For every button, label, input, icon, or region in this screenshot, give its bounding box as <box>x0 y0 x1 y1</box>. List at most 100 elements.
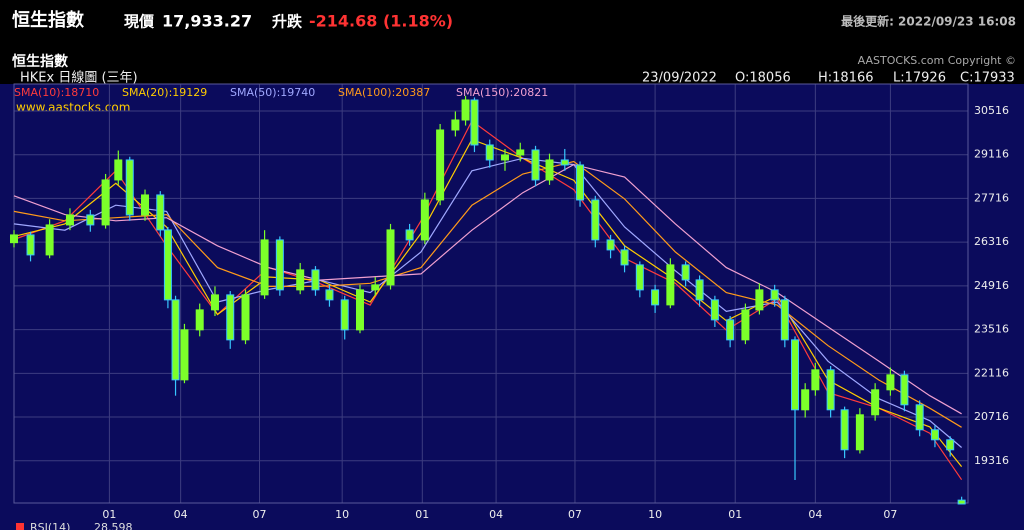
candle-body <box>915 404 924 431</box>
candle-body <box>840 409 849 451</box>
candle-body <box>500 154 509 161</box>
y-tick-label: 27716 <box>974 191 1009 204</box>
y-tick-label: 19316 <box>974 454 1009 467</box>
candle-body <box>791 339 800 411</box>
candle-body <box>296 269 305 291</box>
x-tick-label: 01 <box>102 508 116 521</box>
candle-body <box>516 149 525 156</box>
date: 23/09/2022 <box>642 71 717 86</box>
candle-body <box>163 229 172 301</box>
candle-body <box>855 414 864 451</box>
candle-body <box>420 199 429 241</box>
candle-body <box>45 224 54 256</box>
watermark: www.aastocks.com <box>16 101 130 115</box>
chart-title: 恒生指數 <box>12 53 68 70</box>
candle-body <box>325 289 334 301</box>
candle-body <box>946 439 955 451</box>
candle-body <box>695 279 704 301</box>
x-tick-label: 10 <box>335 508 349 521</box>
candle-body <box>576 164 585 201</box>
copyright: AASTOCKS.com Copyright © <box>858 54 1016 67</box>
candle-body <box>900 374 909 406</box>
candle-body <box>710 299 719 321</box>
candle-body <box>101 179 110 226</box>
candle-body <box>10 234 18 244</box>
indicator-name: RSI(14) <box>30 521 70 530</box>
header-title: 恒生指數 <box>12 9 84 31</box>
x-tick-label: 01 <box>728 508 742 521</box>
candle-body <box>560 159 569 166</box>
candle-body <box>156 194 165 231</box>
y-tick-label: 24916 <box>974 279 1009 292</box>
ohlc-close: C:17933 <box>960 71 1015 86</box>
candle-body <box>591 199 600 241</box>
candle-body <box>210 294 219 311</box>
y-tick-label: 20716 <box>974 410 1009 423</box>
ohlc-open: O:18056 <box>735 71 791 86</box>
ohlc-low: L:17926 <box>893 71 946 86</box>
candle-body <box>780 299 789 341</box>
change-label: 升跌 <box>272 13 303 31</box>
candle-body <box>741 309 750 341</box>
candle-body <box>651 289 660 306</box>
candle-body <box>436 129 445 201</box>
candle-body <box>180 329 189 381</box>
candle-body <box>195 309 204 331</box>
legend-entry: SMA(150):20821 <box>456 86 548 99</box>
candle-body <box>241 294 250 341</box>
candle-body <box>485 144 494 161</box>
x-tick-label: 01 <box>415 508 429 521</box>
legend-entry: SMA(50):19740 <box>230 86 315 99</box>
y-tick-label: 30516 <box>974 104 1009 117</box>
candle-body <box>260 239 269 296</box>
ohlc-high: H:18166 <box>818 71 874 86</box>
legend-entry: SMA(100):20387 <box>338 86 430 99</box>
candle-body <box>957 499 966 505</box>
candle-body <box>545 159 554 181</box>
indicator-value: 28.598 <box>94 521 133 530</box>
candle-body <box>635 264 644 291</box>
plot-frame <box>13 83 969 504</box>
plot-background <box>0 84 1024 530</box>
x-tick-label: 04 <box>808 508 822 521</box>
x-tick-label: 07 <box>252 508 266 521</box>
change: -214.68 (1.18%) <box>309 12 453 31</box>
y-tick-label: 22116 <box>974 366 1009 379</box>
sma-line <box>13 119 963 481</box>
candle-body <box>826 369 835 411</box>
candle-body <box>811 369 820 391</box>
candle-body <box>871 389 880 416</box>
candle-body <box>755 289 764 311</box>
candle-body <box>125 159 134 216</box>
candle-body <box>340 299 349 331</box>
x-tick-label: 04 <box>174 508 188 521</box>
candle-body <box>801 389 810 411</box>
candle-body <box>930 429 939 441</box>
candle-body <box>666 264 675 306</box>
candle-body <box>26 234 35 256</box>
candle-body <box>726 319 735 341</box>
candle-body <box>470 99 479 146</box>
sma-line <box>13 163 962 415</box>
candle-body <box>141 194 150 216</box>
price-label: 現價 <box>124 13 155 31</box>
x-tick-label: 07 <box>568 508 582 521</box>
x-tick-label: 10 <box>648 508 662 521</box>
candle-body <box>275 239 284 291</box>
candle-body <box>65 214 74 226</box>
candle-body <box>355 289 364 331</box>
legend-entry: SMA(10):18710 <box>14 86 99 99</box>
candle-body <box>681 264 690 281</box>
y-tick-label: 26316 <box>974 235 1009 248</box>
sma-line <box>13 138 963 467</box>
sma-line <box>13 157 962 448</box>
y-tick-label: 29116 <box>974 148 1009 161</box>
y-tick-label: 23516 <box>974 323 1009 336</box>
chart-subtitle: HKEx 日線圖 (三年) <box>20 70 138 86</box>
candle-body <box>451 119 460 131</box>
candle-body <box>311 269 320 291</box>
candle-body <box>770 289 779 301</box>
candle-body <box>531 149 540 181</box>
